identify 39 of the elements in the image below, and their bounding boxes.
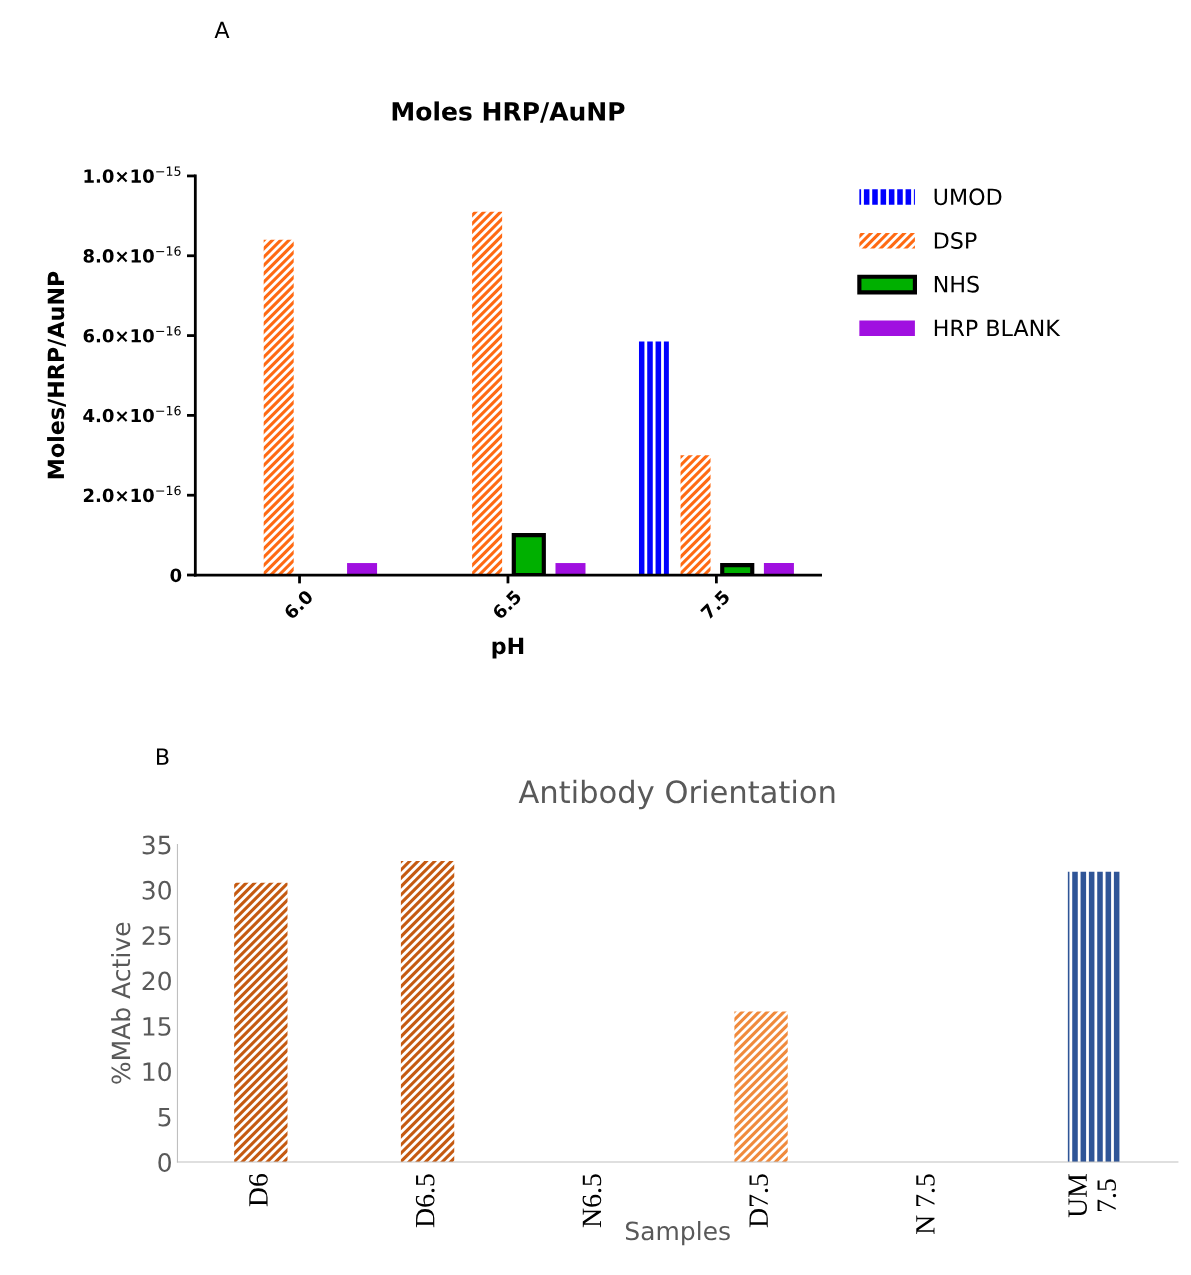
- chart-title: Moles HRP/AuNP: [392, 101, 625, 123]
- bar: [400, 860, 455, 1163]
- x-axis-title: pH: [492, 637, 524, 659]
- y-tick-label: 2.0×10$^{−16}$: [83, 485, 181, 503]
- bar: [234, 882, 288, 1163]
- y-axis-title: Moles/HRP/AuNP: [47, 271, 67, 479]
- y-tick-label: 4.0×10$^{−16}$: [83, 405, 181, 423]
- x-tick-label: UM 7.5: [1068, 1173, 1117, 1218]
- x-tick-label: N6.5: [582, 1174, 602, 1228]
- x-axis-title: Samples: [625, 1220, 730, 1246]
- y-tick-label: 5: [158, 1107, 171, 1127]
- x-tick-label: D6: [249, 1173, 268, 1207]
- chart-title: Antibody Orientation: [518, 779, 835, 810]
- bar: [734, 1011, 788, 1163]
- x-tick-label: 6.0: [283, 589, 314, 620]
- x-tick-label: N 7.5: [916, 1174, 935, 1235]
- legend-label: NHS: [934, 275, 979, 293]
- x-tick-label: D6.5: [415, 1174, 435, 1228]
- y-tick-label: 0: [170, 568, 182, 583]
- legend-label: UMOD: [934, 188, 1002, 206]
- x-tick-label: 7.5: [700, 589, 731, 620]
- y-tick-label: 10: [143, 1062, 171, 1082]
- x-tick-label: D7.5: [749, 1174, 769, 1228]
- y-tick-label: 15: [143, 1017, 171, 1036]
- x-tick-label: 6.5: [491, 589, 523, 620]
- text: B: [157, 748, 169, 765]
- bar: [1067, 871, 1122, 1163]
- y-tick-label: 20: [142, 971, 171, 991]
- y-tick-label: 1.0×10$^{−15}$: [84, 166, 181, 183]
- y-tick-label: 8.0×10$^{−16}$: [83, 246, 181, 263]
- y-axis-title: %MAb Active: [111, 922, 131, 1084]
- y-tick-label: 30: [142, 880, 171, 900]
- y-tick-label: 25: [142, 926, 171, 946]
- legend-label: DSP: [934, 232, 977, 249]
- y-tick-label: 35: [142, 835, 171, 855]
- text: A: [214, 21, 230, 39]
- legend-label: HRP BLANK: [934, 319, 1061, 337]
- y-tick-label: 6.0×10$^{−16}$: [83, 326, 181, 343]
- y-tick-label: 0: [158, 1152, 171, 1172]
